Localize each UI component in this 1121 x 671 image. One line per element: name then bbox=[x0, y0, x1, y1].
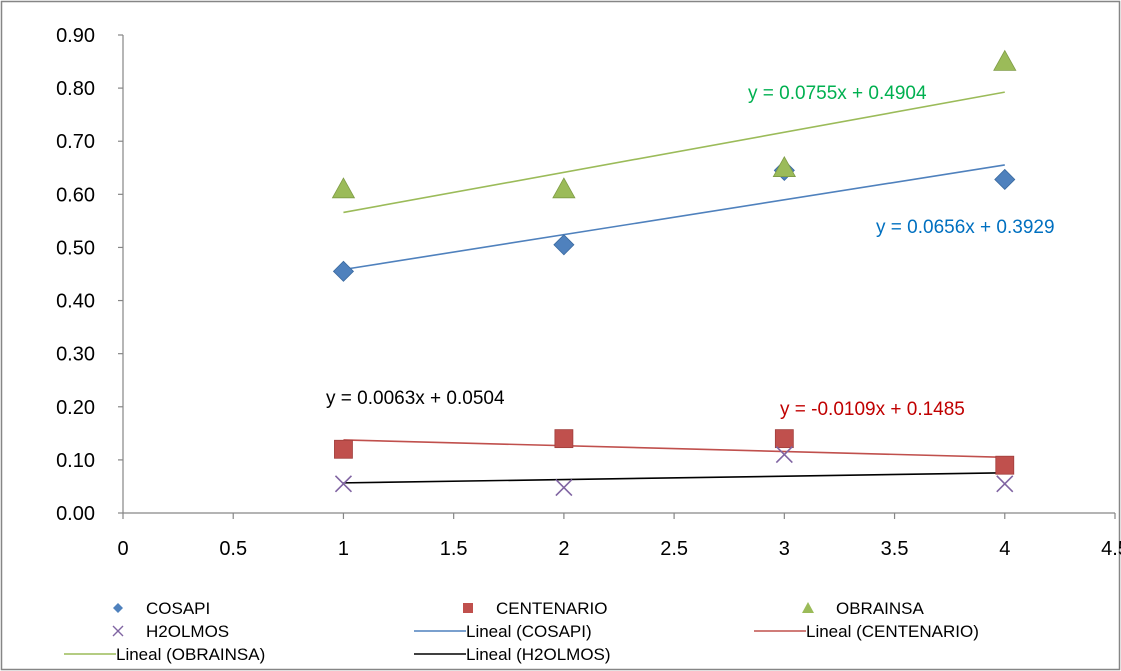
trendlines bbox=[343, 91, 1005, 484]
legend: COSAPI CENTENARIO OBRAINSA H2OLMOS Lineal (C… bbox=[64, 599, 979, 664]
point-centenario-4 bbox=[995, 455, 1015, 475]
trendline-3 bbox=[343, 472, 1005, 484]
legend-label: Lineal (H2OLMOS) bbox=[466, 645, 611, 664]
x-tick-label: 2 bbox=[558, 538, 569, 560]
x-tick-label: 1.5 bbox=[440, 538, 468, 560]
x-tick-label: 3 bbox=[779, 538, 790, 560]
x-tick-label: 4 bbox=[999, 538, 1010, 560]
x-tick-label: 0.5 bbox=[219, 538, 247, 560]
legend-label: Lineal (COSAPI) bbox=[466, 622, 592, 641]
y-tick-label: 0.20 bbox=[56, 397, 95, 419]
point-cosapi-4 bbox=[994, 168, 1016, 191]
legend-label: H2OLMOS bbox=[146, 622, 229, 641]
legend-label: Lineal (CENTENARIO) bbox=[806, 622, 979, 641]
trendline-equation-1: y = -0.0109x + 0.1485 bbox=[780, 399, 965, 420]
point-centenario-2 bbox=[554, 429, 574, 449]
x-tick-label: 3.5 bbox=[881, 538, 909, 560]
y-tick-label: 0.00 bbox=[56, 503, 95, 525]
point-obrainsa-4 bbox=[993, 49, 1017, 71]
x-tick-label: 0 bbox=[117, 538, 128, 560]
x-tick-label: 4.5 bbox=[1101, 538, 1121, 560]
data-points bbox=[331, 49, 1017, 497]
legend-swatch-centenario bbox=[463, 603, 473, 613]
legend-label: OBRAINSA bbox=[836, 599, 925, 618]
legend-label: COSAPI bbox=[146, 599, 210, 618]
y-tick-label: 0.90 bbox=[56, 25, 95, 47]
y-tick-label: 0.30 bbox=[56, 344, 95, 366]
point-h2olmos-2 bbox=[555, 478, 573, 497]
trendline-equations: y = 0.0656x + 0.3929 y = -0.0109x + 0.148… bbox=[326, 83, 1055, 420]
y-tick-label: 0.70 bbox=[56, 131, 95, 153]
trendline-0 bbox=[343, 164, 1005, 271]
legend-label: Lineal (OBRAINSA) bbox=[116, 645, 265, 664]
legend-label: CENTENARIO bbox=[496, 599, 607, 618]
point-centenario-3 bbox=[774, 429, 794, 449]
x-tick-label: 2.5 bbox=[660, 538, 688, 560]
trendline-1 bbox=[343, 439, 1005, 459]
point-obrainsa-1 bbox=[331, 177, 356, 199]
trendline-2 bbox=[343, 91, 1005, 214]
point-h2olmos-1 bbox=[334, 475, 353, 493]
point-h2olmos-3 bbox=[775, 446, 793, 464]
point-obrainsa-2 bbox=[552, 177, 576, 199]
point-cosapi-2 bbox=[553, 234, 575, 256]
point-centenario-1 bbox=[334, 439, 353, 459]
y-tick-label: 0.80 bbox=[56, 78, 95, 100]
legend-swatch-obrainsa bbox=[802, 602, 814, 613]
y-tick-label: 0.50 bbox=[56, 237, 95, 259]
y-tick-label: 0.40 bbox=[56, 291, 95, 313]
point-obrainsa-3 bbox=[772, 155, 797, 177]
legend-swatch-h2olmos bbox=[112, 625, 124, 637]
trendline-equation-3: y = 0.0063x + 0.0504 bbox=[326, 388, 505, 409]
trendline-equation-0: y = 0.0656x + 0.3929 bbox=[876, 217, 1055, 238]
legend-swatch-cosapi bbox=[113, 603, 123, 613]
x-tick-label: 1 bbox=[338, 538, 349, 560]
trendline-equation-2: y = 0.0755x + 0.4904 bbox=[748, 83, 927, 104]
y-tick-label: 0.10 bbox=[56, 450, 95, 472]
point-h2olmos-4 bbox=[996, 475, 1014, 493]
y-tick-label: 0.60 bbox=[56, 184, 95, 206]
point-cosapi-1 bbox=[332, 260, 355, 282]
axes: 0.000.100.200.300.400.500.600.700.800.90… bbox=[56, 25, 1121, 560]
